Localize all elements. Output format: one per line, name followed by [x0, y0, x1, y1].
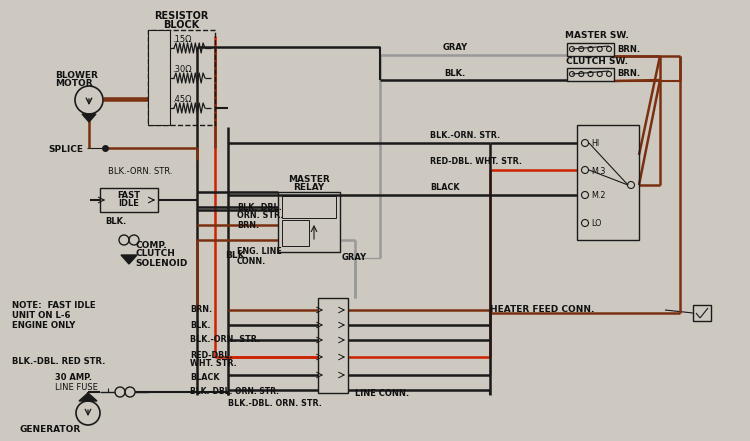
- Text: CLUTCH SW.: CLUTCH SW.: [566, 56, 628, 66]
- Text: ENG. LINE: ENG. LINE: [237, 247, 282, 257]
- Text: RESISTOR: RESISTOR: [154, 11, 209, 21]
- Text: LINE CONN.: LINE CONN.: [355, 389, 410, 397]
- Bar: [148, 30, 170, 125]
- Bar: [567, 68, 614, 81]
- Text: LINE FUSE: LINE FUSE: [55, 382, 98, 392]
- Text: BLK.: BLK.: [105, 217, 126, 227]
- Bar: [148, 30, 215, 125]
- Text: NOTE:  FAST IDLE: NOTE: FAST IDLE: [12, 300, 96, 310]
- Text: ORN. STR.: ORN. STR.: [237, 210, 284, 220]
- Text: 30 AMP.: 30 AMP.: [55, 373, 92, 381]
- Text: BLK.-ORN. STR.: BLK.-ORN. STR.: [430, 131, 500, 141]
- Text: .30Ω: .30Ω: [172, 66, 192, 75]
- Text: BLACK: BLACK: [430, 183, 460, 193]
- Text: BLACK: BLACK: [190, 374, 220, 382]
- Text: SPLICE: SPLICE: [48, 146, 83, 154]
- Text: BLK.-DBL. ORN. STR.: BLK.-DBL. ORN. STR.: [190, 388, 279, 396]
- Text: BLK.-ORN. STR.: BLK.-ORN. STR.: [108, 168, 172, 176]
- Text: .15Ω: .15Ω: [172, 35, 191, 45]
- Text: .45Ω: .45Ω: [172, 96, 191, 105]
- Text: UNIT ON L-6: UNIT ON L-6: [12, 310, 70, 319]
- Text: BRN.: BRN.: [617, 45, 640, 53]
- Text: GRAY: GRAY: [342, 254, 368, 262]
- Bar: [693, 305, 711, 321]
- Text: CONN.: CONN.: [237, 257, 266, 265]
- Bar: [278, 192, 340, 252]
- Text: MASTER SW.: MASTER SW.: [565, 31, 629, 41]
- Text: RELAY: RELAY: [293, 183, 325, 193]
- Text: BLK.-ORN. STR.: BLK.-ORN. STR.: [190, 336, 260, 344]
- Text: MASTER: MASTER: [288, 175, 330, 183]
- Text: WHT. STR.: WHT. STR.: [190, 359, 237, 369]
- Bar: [567, 43, 614, 56]
- Text: BLK.-DBL.: BLK.-DBL.: [237, 202, 282, 212]
- Bar: [282, 196, 336, 218]
- Text: SOLENOID: SOLENOID: [135, 258, 188, 268]
- Text: BRN.: BRN.: [190, 306, 212, 314]
- Text: ENGINE ONLY: ENGINE ONLY: [12, 321, 75, 329]
- Text: COMP.: COMP.: [135, 240, 166, 250]
- Bar: [577, 125, 639, 240]
- Text: CLUTCH: CLUTCH: [135, 250, 175, 258]
- Text: M.3: M.3: [591, 167, 605, 176]
- Text: BLOCK: BLOCK: [163, 20, 200, 30]
- Text: BRN.: BRN.: [617, 70, 640, 78]
- Bar: [318, 298, 348, 393]
- Text: HI: HI: [591, 139, 599, 149]
- Text: GRAY: GRAY: [442, 44, 467, 52]
- Text: BLK.: BLK.: [225, 250, 248, 259]
- Polygon shape: [82, 114, 96, 122]
- Text: GENERATOR: GENERATOR: [20, 426, 81, 434]
- Text: MOTOR: MOTOR: [55, 78, 93, 87]
- Text: BLOWER: BLOWER: [55, 71, 98, 79]
- Text: IDLE: IDLE: [118, 199, 140, 209]
- Text: M.2: M.2: [591, 191, 605, 201]
- Text: RED-DBL. WHT. STR.: RED-DBL. WHT. STR.: [430, 157, 522, 167]
- Polygon shape: [79, 393, 97, 401]
- Text: BLK.-DBL. RED STR.: BLK.-DBL. RED STR.: [12, 358, 105, 366]
- Text: BRN.: BRN.: [237, 220, 260, 229]
- Text: RED-DBL.: RED-DBL.: [190, 351, 232, 359]
- Bar: [100, 188, 158, 212]
- Polygon shape: [121, 255, 137, 264]
- Text: BLK.: BLK.: [190, 321, 211, 329]
- Text: HEATER FEED CONN.: HEATER FEED CONN.: [490, 306, 594, 314]
- Text: FAST: FAST: [118, 191, 140, 201]
- Text: LO: LO: [591, 220, 602, 228]
- Bar: [282, 220, 309, 246]
- Text: BLK.-DBL. ORN. STR.: BLK.-DBL. ORN. STR.: [228, 399, 322, 407]
- Text: BLK.: BLK.: [444, 68, 466, 78]
